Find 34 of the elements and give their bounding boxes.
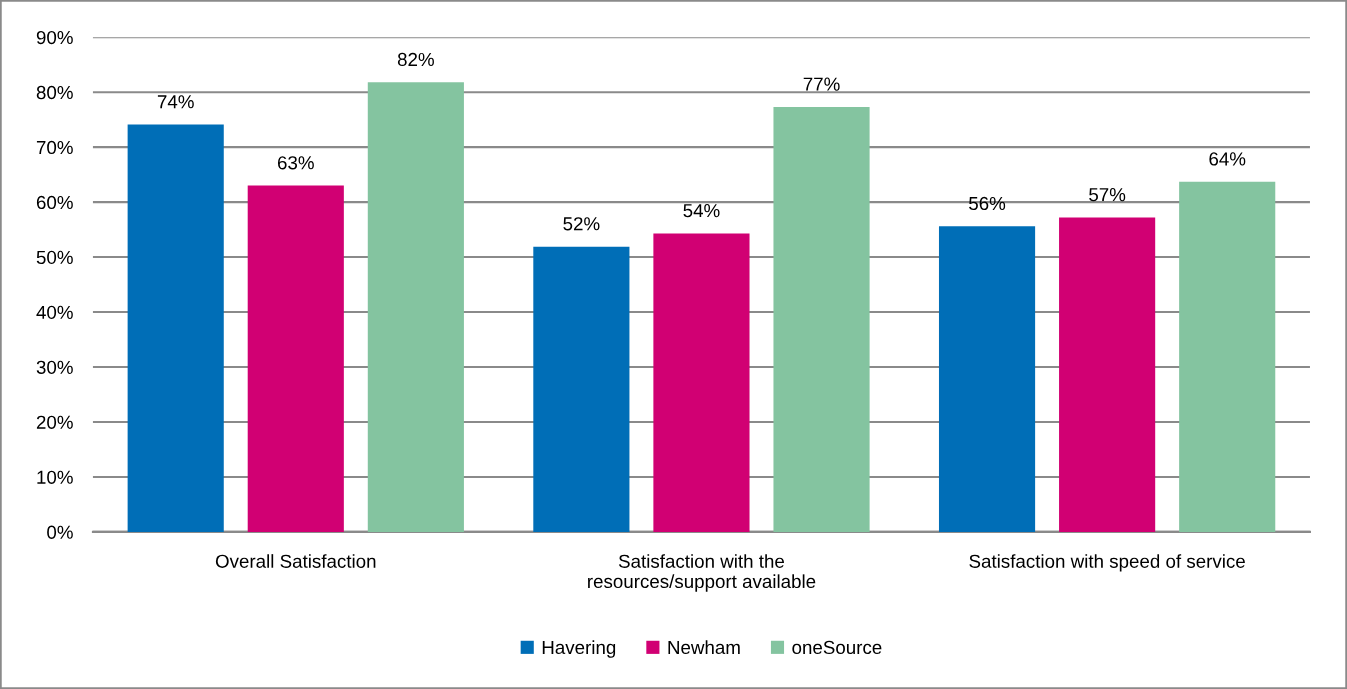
data-label: 77%	[803, 77, 840, 91]
y-tick-label: 60%	[36, 195, 73, 210]
data-label: 54%	[683, 204, 720, 218]
x-tick-label: Overall Satisfaction	[215, 554, 376, 568]
legend-label: oneSource	[792, 640, 882, 655]
bar	[653, 233, 750, 532]
bar	[533, 246, 630, 532]
data-label: 52%	[563, 217, 600, 231]
bar	[773, 107, 870, 532]
bar	[1059, 217, 1156, 532]
bar	[1179, 181, 1276, 532]
data-label: 63%	[277, 156, 314, 170]
y-tick-label: 50%	[36, 250, 73, 265]
data-label: 56%	[969, 196, 1006, 211]
legend-label: Newham	[668, 640, 740, 655]
y-tick-label: 40%	[36, 305, 73, 320]
y-tick-label: 30%	[36, 360, 73, 374]
bar	[367, 82, 464, 532]
y-tick-label: 10%	[37, 470, 73, 484]
bar	[127, 124, 224, 532]
data-label: 74%	[157, 95, 194, 109]
data-label: 82%	[397, 52, 434, 67]
y-tick-label: 90%	[36, 30, 73, 45]
y-tick-label: 80%	[36, 85, 73, 100]
legend-label: Havering	[542, 640, 616, 658]
bar	[938, 226, 1036, 532]
data-label: 64%	[1209, 152, 1246, 166]
y-tick-label: 70%	[36, 140, 73, 155]
bar	[247, 185, 344, 532]
data-label: 57%	[1089, 188, 1126, 202]
y-tick-label: 0%	[47, 525, 73, 539]
x-tick-label: Satisfaction with speed of service	[969, 554, 1245, 572]
y-tick-label: 20%	[36, 415, 73, 429]
x-tick-label: Satisfaction with the resources/support available	[588, 554, 816, 592]
